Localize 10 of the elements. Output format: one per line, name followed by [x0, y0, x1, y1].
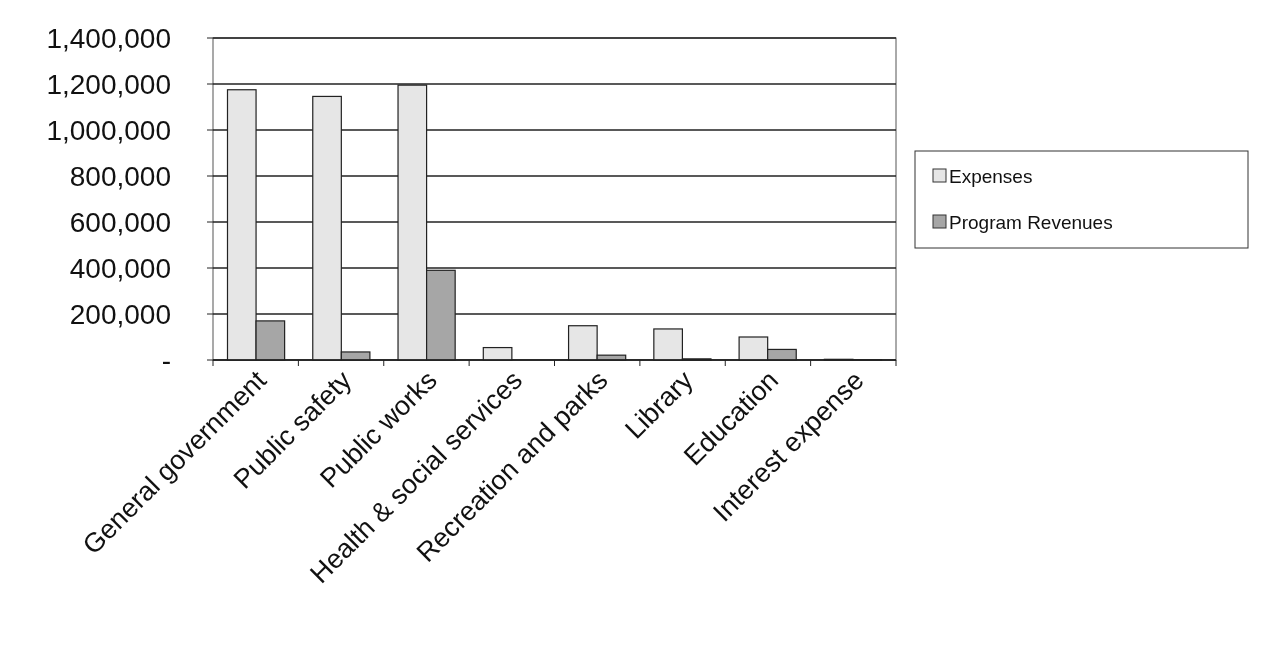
legend-label: Expenses [949, 165, 1033, 187]
y-tick-label: - [161, 344, 171, 376]
y-tick-label: 600,000 [69, 206, 171, 238]
y-tick-label: 200,000 [69, 298, 171, 330]
legend-label: Program Revenues [949, 211, 1113, 233]
y-tick-label: 1,000,000 [46, 114, 171, 146]
y-tick-label: 1,400,000 [46, 22, 171, 54]
y-tick-label: 1,200,000 [46, 68, 171, 100]
y-tick-label: 400,000 [69, 252, 171, 284]
y-tick-label: 800,000 [69, 160, 171, 192]
